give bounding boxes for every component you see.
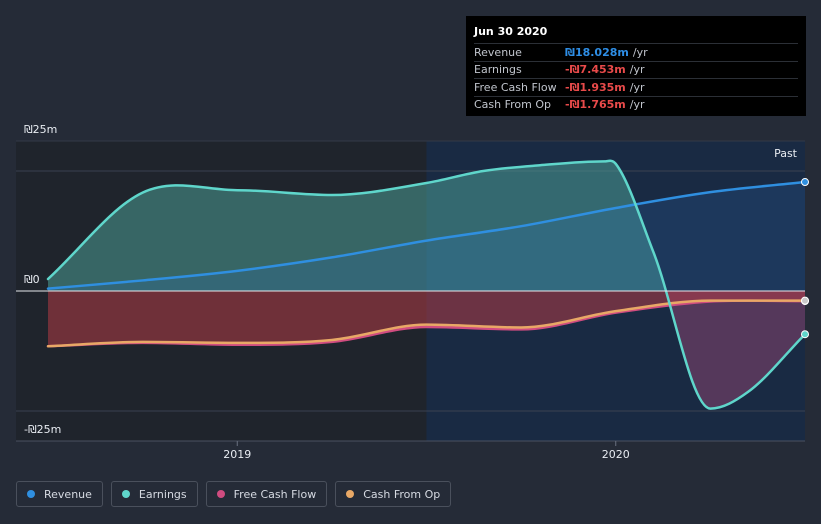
- x-tick-label: 2019: [223, 448, 251, 461]
- legend-dot-icon: [346, 490, 355, 498]
- x-tick-label: 2020: [602, 448, 630, 461]
- tooltip-unit: /yr: [632, 45, 648, 59]
- cash-from-op-end-marker: [801, 296, 809, 305]
- earnings-area-positive: [48, 160, 805, 291]
- tooltip-unit: /yr: [629, 63, 645, 77]
- earnings-line: [46, 159, 807, 410]
- revenue-area: [48, 182, 805, 291]
- free-cash-flow-area: [48, 291, 805, 347]
- tooltip-value: -₪1.765m: [565, 98, 626, 112]
- tooltip-label: Revenue: [474, 45, 522, 59]
- tooltip-row-revenue: Revenue ₪18.028m /yr: [474, 43, 798, 61]
- y-tick-label: ₪0: [24, 273, 40, 286]
- legend-label: Free Cash Flow: [233, 487, 317, 501]
- tooltip-row-cash-from-op: Cash From Op -₪1.765m /yr: [474, 95, 798, 114]
- tooltip-unit: /yr: [629, 80, 645, 94]
- revenue-line: [46, 180, 807, 290]
- earnings-area-negative: [48, 291, 805, 409]
- legend-item-cash-from-op[interactable]: Cash From Op: [335, 481, 452, 507]
- legend-label: Earnings: [138, 487, 187, 501]
- legend-item-revenue[interactable]: Revenue: [16, 481, 103, 507]
- y-tick-label: ₪25m: [24, 123, 57, 136]
- tooltip-unit: /yr: [629, 98, 645, 112]
- past-label: Past: [774, 147, 798, 160]
- tooltip-value: ₪18.028m: [565, 45, 629, 59]
- legend: Revenue Earnings Free Cash Flow Cash Fro…: [16, 481, 459, 507]
- legend-item-earnings[interactable]: Earnings: [110, 481, 198, 507]
- legend-dot-icon: [27, 490, 35, 498]
- tooltip-date: Jun 30 2020: [474, 25, 548, 38]
- tooltip-label: Cash From Op: [474, 98, 552, 112]
- tooltip-row-earnings: Earnings -₪7.453m /yr: [474, 60, 798, 79]
- legend-dot-icon: [121, 490, 130, 498]
- legend-label: Cash From Op: [363, 487, 441, 501]
- earnings-end-marker: [801, 330, 809, 339]
- tooltip-panel: Jun 30 2020 Revenue ₪18.028m /yr Earning…: [466, 16, 806, 116]
- tooltip-row-free-cash-flow: Free Cash Flow -₪1.935m /yr: [474, 78, 798, 96]
- tooltip-value: -₪1.935m: [565, 80, 626, 94]
- legend-label: Revenue: [44, 487, 92, 501]
- y-tick-label: -₪25m: [24, 423, 61, 436]
- cash-from-op-line: [46, 299, 807, 348]
- legend-item-free-cash-flow[interactable]: Free Cash Flow: [205, 481, 328, 507]
- tooltip-label: Earnings: [474, 63, 522, 77]
- revenue-end-marker: [801, 178, 809, 187]
- tooltip-label: Free Cash Flow: [474, 80, 557, 94]
- legend-dot-icon: [216, 490, 225, 498]
- tooltip-value: -₪7.453m: [565, 63, 626, 77]
